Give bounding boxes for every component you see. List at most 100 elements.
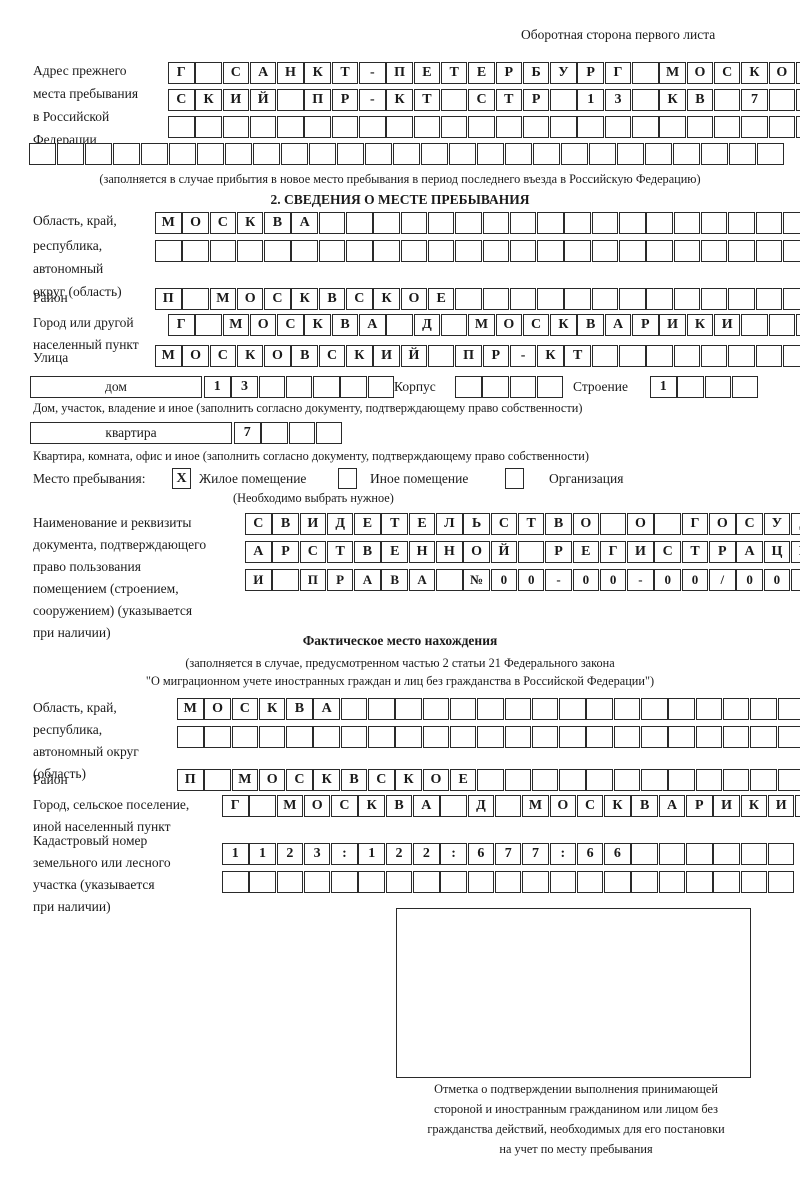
char-cell[interactable] — [550, 89, 577, 111]
char-cell[interactable] — [258, 726, 286, 748]
char-cell[interactable]: С — [654, 541, 681, 563]
char-cell[interactable]: : — [549, 843, 577, 865]
char-cell[interactable] — [422, 698, 450, 720]
char-cell[interactable] — [204, 769, 231, 791]
char-cell[interactable]: С — [264, 288, 291, 310]
char-cell[interactable] — [559, 726, 586, 748]
char-cell[interactable] — [385, 871, 413, 893]
char-cell[interactable] — [756, 143, 784, 165]
char-cell[interactable] — [586, 726, 613, 748]
char-cell[interactable]: К — [373, 288, 400, 310]
char-cell[interactable] — [755, 288, 783, 310]
char-cell[interactable] — [195, 62, 222, 84]
char-cell[interactable]: 2 — [413, 843, 440, 865]
char-cell[interactable] — [613, 698, 641, 720]
char-cell[interactable] — [448, 143, 476, 165]
char-cell[interactable]: / — [709, 569, 736, 591]
char-cell[interactable] — [537, 288, 564, 310]
char-cell[interactable]: Е — [381, 541, 408, 563]
char-cell[interactable]: А — [658, 795, 686, 817]
char-cell[interactable] — [672, 143, 700, 165]
char-cell[interactable]: 1 — [650, 376, 677, 398]
char-cell[interactable]: М — [209, 288, 237, 310]
char-cell[interactable] — [658, 843, 686, 865]
char-cell[interactable] — [468, 116, 495, 138]
char-cell[interactable] — [559, 769, 586, 791]
char-cell[interactable] — [272, 569, 299, 591]
char-cell[interactable] — [277, 89, 304, 111]
char-cell[interactable]: С — [245, 513, 272, 535]
char-cell[interactable] — [477, 726, 504, 748]
char-cell[interactable]: Т — [564, 345, 591, 367]
char-cell[interactable]: В — [291, 345, 318, 367]
char-cell[interactable] — [731, 376, 759, 398]
char-cell[interactable] — [313, 726, 340, 748]
char-cell[interactable]: Р — [331, 89, 359, 111]
char-cell[interactable] — [616, 143, 644, 165]
char-cell[interactable] — [646, 212, 673, 234]
char-cell[interactable] — [700, 143, 728, 165]
char-cell[interactable]: В — [385, 795, 413, 817]
char-cell[interactable] — [368, 698, 395, 720]
char-cell[interactable]: В — [354, 541, 381, 563]
char-cell[interactable] — [695, 769, 723, 791]
char-cell[interactable] — [599, 513, 627, 535]
char-cell[interactable]: Д — [413, 314, 441, 336]
char-cell[interactable] — [420, 143, 448, 165]
char-cell[interactable]: Т — [381, 513, 408, 535]
char-cell[interactable] — [750, 726, 777, 748]
char-cell[interactable] — [522, 871, 549, 893]
char-cell[interactable]: - — [359, 89, 386, 111]
char-cell[interactable] — [29, 143, 57, 165]
char-cell[interactable] — [700, 288, 728, 310]
char-cell[interactable] — [427, 212, 455, 234]
char-cell[interactable] — [564, 288, 591, 310]
char-cell[interactable] — [591, 212, 619, 234]
char-cell[interactable]: О — [495, 314, 523, 336]
char-cell[interactable] — [494, 795, 522, 817]
char-cell[interactable] — [482, 212, 510, 234]
char-cell[interactable] — [112, 143, 141, 165]
char-cell[interactable] — [291, 240, 318, 262]
char-cell[interactable] — [564, 240, 591, 262]
char-cell[interactable]: Л — [436, 513, 463, 535]
char-cell[interactable] — [686, 871, 713, 893]
char-cell[interactable] — [591, 345, 619, 367]
cadastral-row-2[interactable] — [222, 871, 795, 893]
char-cell[interactable] — [386, 314, 413, 336]
char-cell[interactable]: В — [686, 89, 714, 111]
char-cell[interactable]: Т — [517, 513, 545, 535]
char-cell[interactable] — [258, 376, 286, 398]
char-cell[interactable]: № — [463, 569, 490, 591]
char-cell[interactable]: Т — [495, 89, 523, 111]
char-cell[interactable] — [336, 143, 365, 165]
char-cell[interactable] — [741, 314, 768, 336]
char-cell[interactable]: Р — [482, 345, 510, 367]
char-cell[interactable] — [740, 871, 768, 893]
char-cell[interactable] — [346, 240, 373, 262]
char-cell[interactable]: С — [468, 89, 495, 111]
char-cell[interactable]: С — [222, 62, 250, 84]
char-cell[interactable]: 0 — [736, 569, 763, 591]
char-cell[interactable] — [303, 871, 331, 893]
char-cell[interactable]: О — [422, 769, 450, 791]
char-cell[interactable]: 3 — [303, 843, 331, 865]
char-cell[interactable] — [750, 769, 777, 791]
char-cell[interactable]: 6 — [467, 843, 495, 865]
char-cell[interactable]: И — [713, 314, 741, 336]
char-cell[interactable] — [782, 288, 800, 310]
char-cell[interactable]: С — [713, 62, 741, 84]
char-cell[interactable]: Д — [326, 513, 354, 535]
char-cell[interactable]: А — [413, 795, 440, 817]
char-cell[interactable] — [700, 345, 728, 367]
char-cell[interactable]: П — [386, 62, 413, 84]
char-cell[interactable] — [559, 698, 586, 720]
checkbox-zhiloe-pomeshchenie[interactable]: X — [172, 468, 191, 489]
char-cell[interactable]: - — [509, 345, 537, 367]
char-cell[interactable] — [586, 769, 613, 791]
char-cell[interactable] — [777, 726, 800, 748]
char-cell[interactable]: Р — [326, 569, 354, 591]
char-cell[interactable] — [767, 871, 795, 893]
char-cell[interactable]: 2 — [385, 843, 413, 865]
